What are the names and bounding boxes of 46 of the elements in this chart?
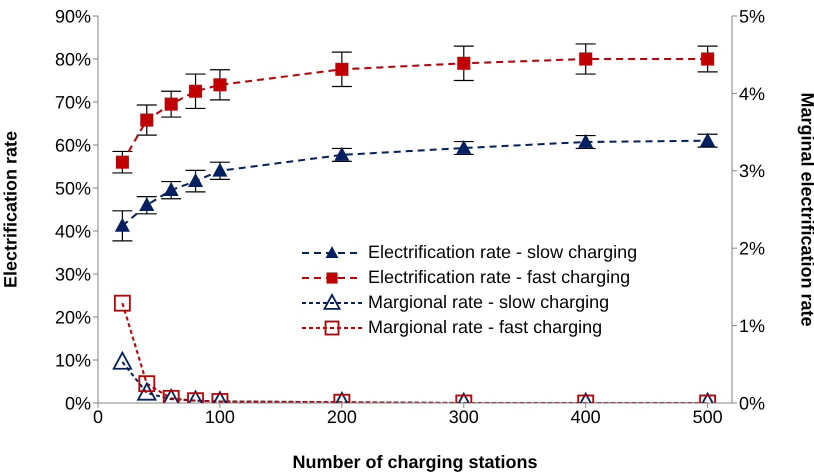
point <box>701 52 714 66</box>
point <box>213 78 226 92</box>
point <box>578 134 594 148</box>
point <box>114 218 130 232</box>
y2-tick-label: 3% <box>739 161 766 182</box>
legend-label: Electrification rate - fast charging <box>368 267 630 288</box>
y2-tick-label: 4% <box>739 84 766 104</box>
y-tick-label: 40% <box>54 221 91 242</box>
x-tick-label: 100 <box>204 406 235 427</box>
y-tick-label: 10% <box>54 350 91 370</box>
y-tick-label: 60% <box>54 135 91 156</box>
y2-tick-label: 0% <box>739 393 766 414</box>
point <box>212 162 228 177</box>
point <box>139 197 154 212</box>
legend-label: Margional rate - fast charging <box>368 317 602 338</box>
y-axis-title: Electrification rate <box>0 130 20 288</box>
x-tick-label: 300 <box>448 406 479 427</box>
point <box>335 62 348 76</box>
y-tick-label: 80% <box>54 49 91 70</box>
y2-tick-label: 5% <box>739 6 766 26</box>
y-tick-label: 30% <box>54 264 91 284</box>
y-tick-label: 90% <box>54 6 91 26</box>
y-tick-label: 70% <box>54 92 91 112</box>
point <box>164 182 179 196</box>
point <box>164 98 178 111</box>
x-tick-label: 0 <box>92 406 104 427</box>
legend-label: Electrification rate - slow charging <box>368 242 638 263</box>
point <box>189 84 202 98</box>
y-tick-label: 20% <box>54 307 91 328</box>
point <box>457 56 470 70</box>
x-tick-label: 500 <box>692 406 723 427</box>
legend-label: Margional rate - slow charging <box>368 292 610 313</box>
y-tick-label: 50% <box>54 178 91 198</box>
y2-tick-label: 1% <box>739 316 766 336</box>
point <box>456 140 472 154</box>
point <box>700 132 716 147</box>
x-axis-title: Number of charging stations <box>292 452 538 472</box>
x-tick-label: 200 <box>326 406 357 427</box>
x-tick-label: 400 <box>570 406 601 427</box>
y2-tick-label: 2% <box>739 238 766 259</box>
point <box>140 114 154 127</box>
point <box>334 146 350 161</box>
y-tick-label: 0% <box>64 393 91 414</box>
point <box>188 173 204 187</box>
point <box>116 156 129 169</box>
point <box>579 52 592 66</box>
